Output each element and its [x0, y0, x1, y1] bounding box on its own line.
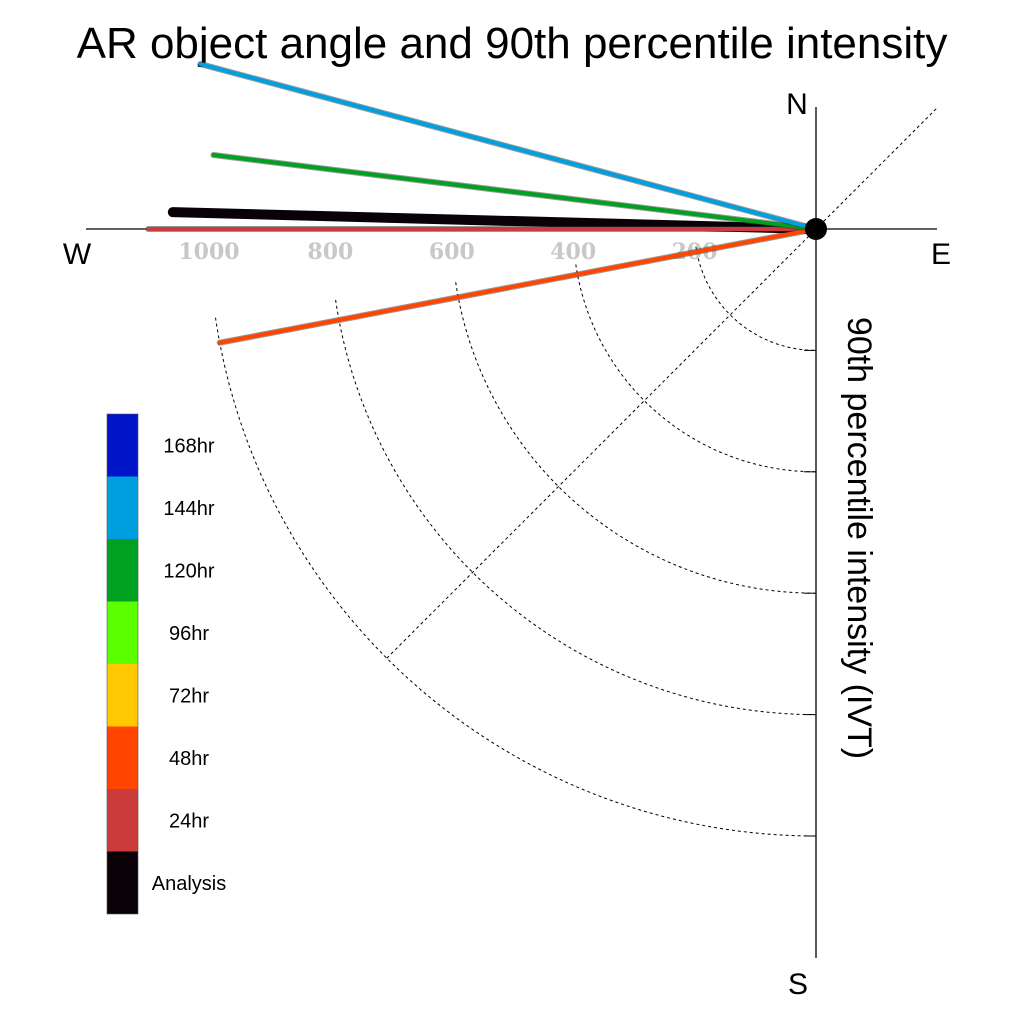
legend-label-48hr: 48hr	[169, 748, 209, 770]
vector-120hr	[211, 153, 818, 231]
compass-south: S	[788, 968, 808, 1001]
legend-label-96hr: 96hr	[169, 623, 209, 645]
series-vectors	[145, 61, 821, 346]
legend-swatch-48hr	[107, 726, 138, 789]
tick-label-400: 400	[550, 239, 596, 265]
chart-grid	[215, 108, 937, 837]
legend-swatch-72hr	[107, 664, 138, 727]
grid-arc-200	[695, 246, 817, 351]
legend-swatch-120hr	[107, 539, 138, 602]
vector-48hr	[217, 227, 818, 345]
chart-title: AR object angle and 90th percentile inte…	[77, 19, 948, 68]
legend-label-144hr: 144hr	[163, 498, 214, 520]
legend-swatch-24hr	[107, 789, 138, 852]
tick-label-600: 600	[429, 239, 475, 265]
tick-label-1000: 1000	[178, 239, 239, 265]
origin-marker	[805, 218, 827, 240]
legend-label-120hr: 120hr	[163, 560, 214, 582]
legend-swatch-96hr	[107, 601, 138, 664]
legend-label-analysis: Analysis	[152, 873, 226, 895]
tick-label-800: 800	[307, 239, 353, 265]
legend-swatch-168hr	[107, 414, 138, 477]
compass-north: N	[786, 88, 808, 121]
legend: 168hr 144hr 120hr 96hr 72hr 48hr 24hr Analysis	[106, 413, 226, 915]
legend-swatch-144hr	[107, 476, 138, 539]
grid-arc-800	[335, 299, 817, 716]
legend-border	[106, 413, 139, 915]
legend-label-168hr: 168hr	[163, 435, 214, 457]
vector-144hr	[198, 62, 818, 231]
grid-arc-400	[575, 264, 817, 473]
legend-swatch-analysis	[107, 851, 138, 914]
grid-arc-1000	[215, 317, 817, 837]
compass-west: W	[63, 238, 92, 271]
y-axis-label: 90th percentile intensity (IVT)	[840, 317, 878, 759]
grid-arc-600	[455, 282, 817, 594]
compass-east: E	[931, 238, 951, 271]
legend-label-72hr: 72hr	[169, 685, 209, 707]
legend-label-24hr: 24hr	[169, 810, 209, 832]
